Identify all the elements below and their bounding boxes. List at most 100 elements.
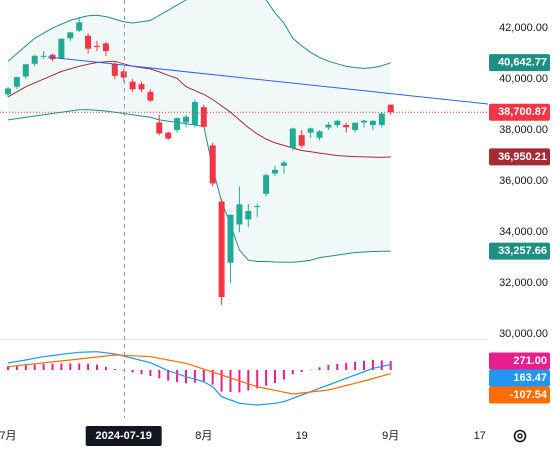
macd-histogram-bar — [327, 365, 330, 370]
macd-histogram-bar — [247, 370, 250, 391]
price-badge — [489, 242, 550, 260]
macd-histogram-bar — [274, 370, 276, 383]
candle-body — [352, 122, 359, 131]
price-badge-label: 40,642.77 — [498, 57, 547, 69]
candle-body — [76, 22, 83, 31]
y-tick-label: 40,000.00 — [499, 73, 548, 85]
macd-signal-line — [7, 354, 391, 395]
macd-histogram-bar — [15, 365, 18, 370]
macd-histogram-bar — [42, 363, 45, 370]
candle-body — [40, 55, 47, 57]
candle-body — [263, 175, 270, 194]
candle-body — [209, 145, 216, 184]
macd-histogram-bar — [51, 363, 54, 370]
price-badge-label: -107.54 — [510, 389, 548, 401]
price-badge-label: 163.47 — [513, 372, 547, 384]
candle-body — [111, 63, 118, 76]
y-tick-label: 34,000.00 — [499, 226, 548, 238]
macd-histogram-bar — [220, 370, 223, 392]
axes: 30,000.00 32,000.00 34,000.00 36,000.00 38,0… — [0, 22, 550, 446]
macd-histogram-bar — [122, 370, 125, 371]
crosshair-label-bg — [85, 426, 162, 446]
gear-inner[interactable] — [517, 433, 523, 439]
candle-body — [191, 102, 198, 125]
candle-body — [5, 88, 11, 95]
macd-pane — [7, 351, 392, 406]
macd-histogram-bar — [24, 365, 27, 370]
candle-body — [369, 120, 376, 125]
y-tick-label: 38,000.00 — [499, 124, 548, 136]
candle-body — [138, 84, 145, 90]
candle-body — [361, 120, 367, 123]
macd-histogram-bar — [371, 359, 374, 370]
candle-body — [378, 113, 385, 125]
macd-histogram-bar — [140, 370, 143, 375]
macd-histogram-bar — [158, 370, 161, 379]
macd-histogram-bar — [380, 360, 383, 370]
candle-body — [272, 169, 278, 174]
candle-body — [387, 104, 394, 113]
macd-histogram-bar — [87, 364, 90, 370]
macd-histogram-bar — [149, 370, 152, 376]
candle-body — [156, 122, 163, 134]
candle-body — [13, 77, 20, 87]
price-badge-label: 33,257.66 — [498, 245, 547, 257]
band-fill — [8, 0, 391, 263]
candle-body — [67, 32, 74, 39]
trend-line — [47, 56, 489, 105]
price-badge — [489, 148, 550, 166]
candle-body — [94, 45, 100, 47]
macd-histogram-bar — [193, 370, 196, 383]
y-tick-label: 32,000.00 — [499, 277, 548, 289]
price-pane — [0, 0, 488, 305]
macd-histogram-bar — [309, 369, 312, 371]
macd-histogram-bar — [131, 370, 134, 373]
macd-histogram-bar — [69, 363, 72, 370]
macd-histogram-bar — [7, 366, 9, 370]
macd-histogram-bar — [318, 367, 321, 370]
candle-body — [58, 38, 65, 59]
candle-body — [307, 128, 314, 133]
x-tick-label: 19 — [296, 430, 308, 442]
candle-body — [218, 201, 225, 297]
candle-body — [22, 64, 29, 77]
macd-histogram-bar — [354, 361, 357, 370]
macd-histogram-bar — [389, 360, 392, 370]
macd-histogram-bar — [363, 360, 365, 370]
candle-body — [280, 162, 287, 166]
macd-histogram-bar — [211, 370, 214, 385]
price-badge — [489, 352, 550, 370]
crosshair-label: 2024-07-19 — [96, 430, 152, 442]
settings-icon[interactable] — [513, 429, 527, 443]
candle-body — [120, 71, 127, 78]
macd-histogram-bar — [345, 362, 348, 370]
macd-histogram-bar — [256, 370, 259, 389]
x-tick-label: 17 — [474, 430, 486, 442]
macd-histogram-bar — [202, 370, 205, 383]
candle-body — [316, 131, 323, 138]
candle-body — [254, 205, 261, 207]
macd-histogram-bar — [33, 364, 36, 370]
candle-body — [325, 124, 332, 128]
candle-body — [227, 214, 234, 263]
macd-histogram-bar — [300, 370, 303, 372]
candle-body — [102, 43, 109, 52]
macd-histogram-bar — [336, 363, 339, 370]
macd-histogram-bar — [78, 363, 81, 370]
price-badge — [489, 54, 550, 72]
gear-outer[interactable] — [513, 429, 527, 443]
y-tick-label: 30,000.00 — [499, 328, 548, 340]
candle-body — [174, 118, 181, 131]
candle-body — [298, 135, 305, 146]
macd-histogram-bar — [229, 370, 232, 393]
macd-histogram-bar — [291, 370, 294, 375]
macd-histogram-bar — [176, 370, 179, 382]
candle-body — [31, 55, 38, 64]
band-upper — [7, 0, 391, 69]
price-badge — [489, 386, 550, 404]
macd-histogram-bar — [113, 369, 116, 370]
candle-body — [129, 81, 136, 90]
price-badge — [489, 369, 550, 387]
candle-body — [334, 120, 341, 125]
